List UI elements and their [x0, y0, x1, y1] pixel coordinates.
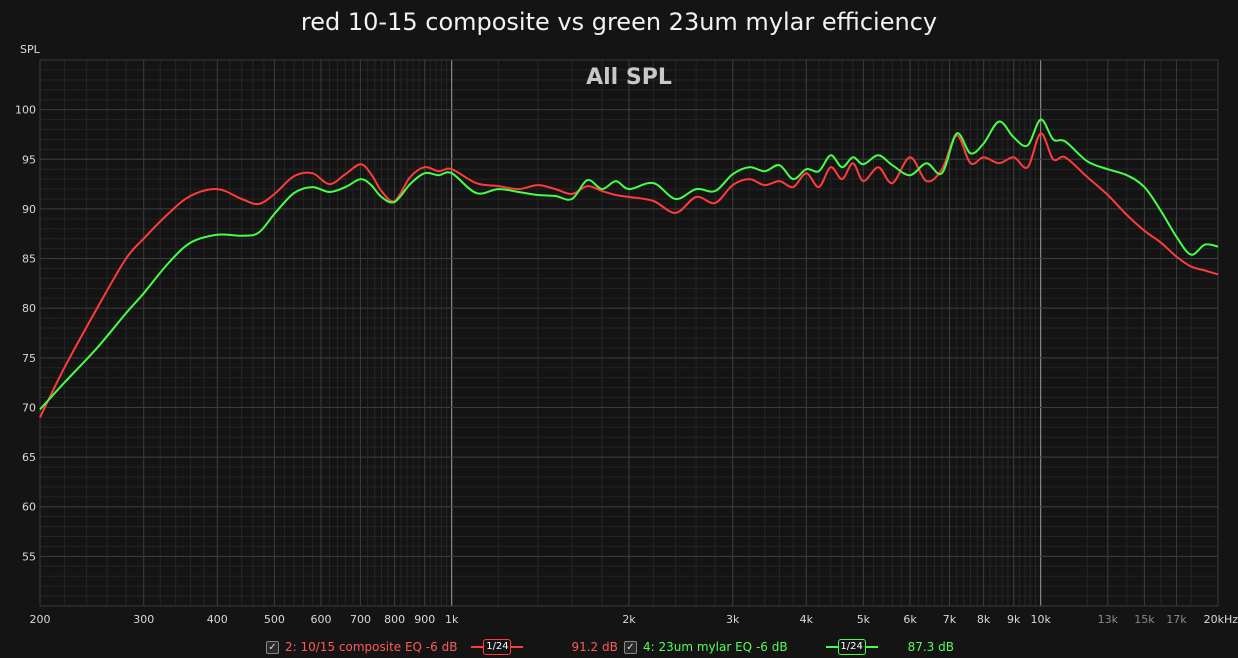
series-2-label: 4: 23um mylar EQ -6 dB [643, 640, 788, 654]
y-tick-label: 95 [22, 153, 36, 166]
y-tick-label: 55 [22, 550, 36, 563]
series-1-smoothing-pill: 1/24 [483, 639, 512, 655]
x-tick-label: 9k [1007, 613, 1021, 626]
y-tick-label: 70 [22, 401, 36, 414]
y-tick-label: 90 [22, 203, 36, 216]
y-axis-label: SPL [20, 43, 41, 56]
major-grid [39, 60, 1219, 606]
x-tick-label: 400 [207, 613, 228, 626]
overlay-label: All SPL [586, 65, 672, 90]
x-tick-label: 13k [1098, 613, 1119, 626]
chart-title: red 10-15 composite vs green 23um mylar … [300, 8, 938, 36]
x-tick-label: 700 [350, 613, 371, 626]
x-tick-label: 1k [445, 613, 459, 626]
spl-chart[interactable]: All SPL SPL 55 60 65 70 75 80 85 90 95 100 200 300… [0, 0, 1238, 636]
x-tick-label: 6k [903, 613, 917, 626]
y-tick-label: 100 [15, 104, 36, 117]
series-1-checkbox[interactable]: ✓ [266, 640, 279, 654]
series-1-value: 91.2 dB [571, 640, 618, 654]
plot-frame [39, 59, 1219, 607]
y-tick-label: 75 [22, 352, 36, 365]
x-tick-label: 10k [1031, 613, 1052, 626]
x-tick-label: 15k [1134, 613, 1155, 626]
y-tick-labels: 55 60 65 70 75 80 85 90 95 100 [15, 104, 36, 564]
series-2-swatch-right [865, 646, 878, 648]
series-lines [39, 118, 1219, 418]
y-tick-label: 85 [22, 253, 36, 266]
x-tick-label: 17k [1166, 613, 1187, 626]
x-tick-label: 600 [311, 613, 332, 626]
series-1-smoothing[interactable]: 1/24 [471, 639, 524, 655]
series-2-swatch-left [825, 646, 838, 648]
series-2-value: 87.3 dB [907, 640, 954, 654]
series-2-smoothing-pill: 1/24 [837, 639, 866, 655]
x-tick-label: 900 [414, 613, 435, 626]
x-tick-label: 300 [133, 613, 154, 626]
x-tick-label: 200 [30, 613, 51, 626]
series-1-swatch-right [511, 646, 524, 648]
legend-item-green: ✓ 4: 23um mylar EQ -6 dB 1/24 87.3 dB [624, 638, 954, 656]
x-tick-labels: 200 300 400 500 600 700 800 900 1k 2k 3k 4k 5k 6k 7k 8k… [30, 613, 1238, 626]
x-tick-label: 3k [726, 613, 740, 626]
x-tick-label: 2k [622, 613, 636, 626]
legend-item-red: ✓ 2: 10/15 composite EQ -6 dB 1/24 91.2 … [266, 638, 618, 656]
series-line-red [39, 132, 1219, 418]
y-tick-label: 80 [22, 302, 36, 315]
series-line-green [39, 118, 1219, 411]
y-tick-label: 65 [22, 451, 36, 464]
x-tick-label: 500 [264, 613, 285, 626]
x-tick-label: 5k [857, 613, 871, 626]
x-tick-label: 7k [943, 613, 957, 626]
series-1-swatch-left [471, 646, 484, 648]
series-1-label: 2: 10/15 composite EQ -6 dB [285, 640, 458, 654]
x-tick-label: 8k [977, 613, 991, 626]
x-tick-label: 800 [384, 613, 405, 626]
x-tick-label: 20kHz [1204, 613, 1238, 626]
series-2-checkbox[interactable]: ✓ [624, 640, 637, 654]
x-tick-label: 4k [800, 613, 814, 626]
y-tick-label: 60 [22, 501, 36, 514]
series-2-smoothing[interactable]: 1/24 [825, 639, 878, 655]
